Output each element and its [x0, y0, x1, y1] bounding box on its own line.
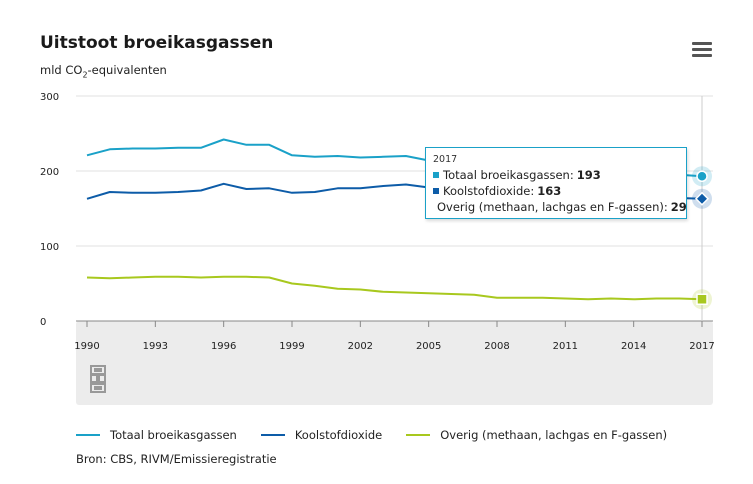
cbs-logo-icon [90, 365, 106, 393]
chart-title: Uitstoot broeikasgassen [40, 33, 274, 53]
x-tick-label: 2014 [621, 341, 646, 352]
series-line-2[interactable] [86, 275, 703, 301]
x-tick-label: 2011 [553, 341, 578, 352]
legend-item-co2[interactable]: Koolstofdioxide [260, 428, 383, 442]
hamburger-menu-icon[interactable] [692, 42, 712, 60]
tooltip-swatch [433, 172, 439, 178]
legend-swatch [406, 434, 431, 436]
tooltip-row-other: Overig (methaan, lachgas en F-gassen): 2… [433, 199, 687, 215]
y-tick-label: 300 [40, 92, 59, 103]
y-tick-label: 0 [40, 317, 46, 328]
y-axis: 0 100 200 300 [40, 92, 59, 328]
chart-tooltip: 2017 Totaal broeikasgassen: 193 Koolstof… [425, 147, 687, 219]
x-tick-label: 1999 [279, 341, 304, 352]
legend-item-total[interactable]: Totaal broeikasgassen [76, 428, 237, 442]
x-tick-label: 1990 [74, 341, 99, 352]
legend-label: Koolstofdioxide [294, 428, 383, 442]
legend-swatch [76, 434, 100, 436]
tooltip-value: 163 [537, 184, 562, 198]
y-tick-label: 200 [40, 167, 59, 178]
marker-diamond [694, 191, 710, 206]
x-tick-label: 2002 [348, 341, 373, 352]
y-tick-label: 100 [40, 242, 59, 253]
tooltip-year: 2017 [433, 154, 458, 165]
source-note: Bron: CBS, RIVM/Emissieregistratie [76, 452, 277, 466]
x-tick-label: 2017 [689, 341, 714, 352]
x-axis: 1990 1993 1996 1999 2002 2005 2008 2011 2014 2017 [74, 321, 715, 352]
subtitle-suffix: -equivalenten [87, 63, 167, 77]
x-tick-label: 1996 [211, 341, 236, 352]
highlight-markers [692, 96, 712, 321]
marker-square [696, 293, 708, 305]
tooltip-row-co2: Koolstofdioxide: 163 [433, 183, 679, 199]
tooltip-label: Totaal broeikasgassen: [443, 168, 574, 182]
x-axis-band [76, 321, 713, 405]
tooltip-label: Overig (methaan, lachgas en F-gassen): [437, 200, 668, 214]
subtitle-subscript: 2 [82, 70, 88, 80]
x-tick-label: 1993 [143, 341, 168, 352]
tooltip-row-total: Totaal broeikasgassen: 193 [433, 167, 679, 183]
subtitle-prefix: mld CO [40, 63, 83, 77]
marker-circle [696, 170, 708, 182]
tooltip-value: 193 [576, 168, 601, 182]
menu-bar [692, 42, 712, 45]
legend-swatch [260, 434, 285, 436]
menu-bar [692, 48, 712, 51]
x-tick-label: 2008 [484, 341, 509, 352]
legend-label: Totaal broeikasgassen [110, 428, 237, 442]
tooltip-label: Koolstofdioxide: [443, 184, 535, 198]
tooltip-value: 29 [670, 200, 687, 214]
legend-label: Overig (methaan, lachgas en F-gassen) [440, 428, 668, 442]
tooltip-swatch [433, 188, 439, 194]
chart-subtitle: mld CO2-equivalenten [40, 63, 167, 79]
x-tick-label: 2005 [416, 341, 441, 352]
menu-bar [692, 54, 712, 57]
legend-item-other[interactable]: Overig (methaan, lachgas en F-gassen) [406, 428, 667, 442]
chart-legend: Totaal broeikasgassen Koolstofdioxide Ov… [76, 428, 691, 442]
